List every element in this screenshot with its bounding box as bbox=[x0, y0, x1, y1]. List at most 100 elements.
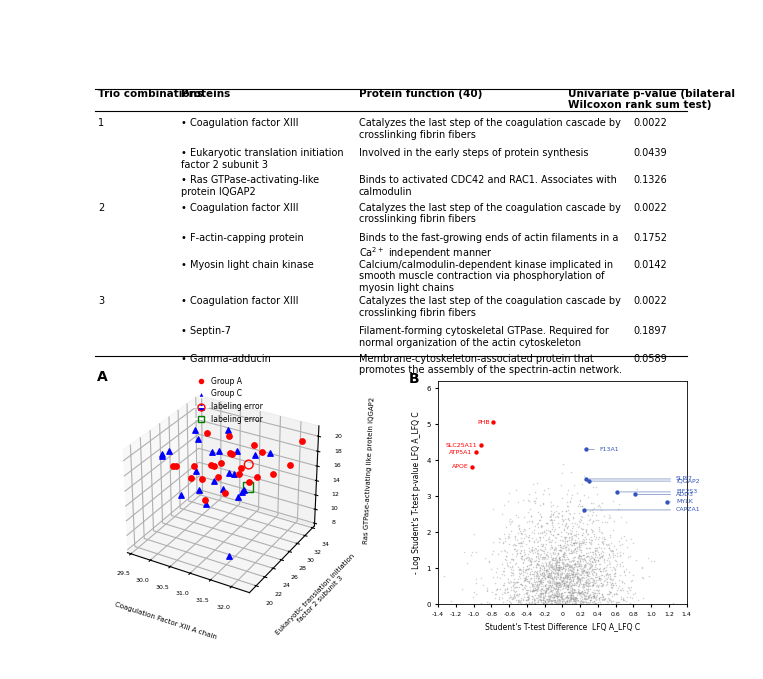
Point bbox=[556, 541, 568, 552]
Point bbox=[561, 568, 573, 579]
Point bbox=[578, 571, 590, 582]
Point bbox=[542, 571, 554, 582]
Point bbox=[539, 573, 551, 584]
Point bbox=[565, 595, 577, 606]
Point bbox=[562, 593, 574, 604]
Point bbox=[590, 555, 602, 566]
Point bbox=[548, 526, 560, 536]
Point bbox=[582, 492, 594, 502]
Point bbox=[573, 589, 585, 600]
Point bbox=[555, 577, 568, 588]
Point bbox=[565, 560, 577, 571]
Point bbox=[555, 589, 567, 600]
Point bbox=[557, 516, 569, 527]
Point bbox=[609, 555, 621, 566]
Point bbox=[543, 571, 555, 582]
Point bbox=[557, 594, 569, 605]
Point bbox=[487, 536, 499, 547]
Point bbox=[563, 547, 575, 558]
Point bbox=[587, 580, 599, 591]
Point bbox=[551, 591, 563, 602]
Point bbox=[591, 581, 604, 592]
Point bbox=[539, 583, 552, 593]
Point bbox=[550, 562, 562, 573]
Point bbox=[517, 528, 529, 539]
Point bbox=[558, 573, 570, 584]
Point bbox=[577, 555, 589, 566]
Point bbox=[626, 538, 639, 549]
Point bbox=[562, 587, 574, 598]
Point bbox=[636, 572, 648, 583]
Point bbox=[568, 585, 580, 595]
Point bbox=[533, 548, 545, 559]
Point bbox=[534, 528, 546, 538]
Point bbox=[583, 591, 595, 602]
Point bbox=[603, 595, 615, 606]
Point bbox=[513, 564, 525, 575]
Point bbox=[518, 547, 530, 557]
Point bbox=[575, 522, 587, 533]
Point bbox=[596, 590, 608, 601]
Point bbox=[512, 594, 524, 605]
Point bbox=[613, 498, 625, 509]
Point bbox=[583, 574, 595, 585]
Point bbox=[469, 574, 481, 585]
Point bbox=[593, 526, 605, 536]
Point bbox=[512, 528, 524, 538]
Point bbox=[562, 587, 575, 598]
Point bbox=[565, 532, 577, 543]
X-axis label: Student's T-test Difference  LFQ A_LFQ C: Student's T-test Difference LFQ A_LFQ C bbox=[485, 623, 640, 631]
Point bbox=[615, 591, 627, 602]
Point bbox=[535, 595, 547, 606]
Point bbox=[536, 578, 548, 589]
Point bbox=[501, 584, 513, 595]
Point bbox=[540, 583, 552, 593]
Point bbox=[483, 556, 495, 567]
Point bbox=[536, 527, 548, 538]
Point bbox=[541, 517, 553, 528]
Point bbox=[545, 582, 557, 593]
Point bbox=[583, 534, 595, 545]
Point bbox=[552, 561, 565, 572]
Point bbox=[498, 499, 510, 510]
Point bbox=[513, 579, 526, 589]
Point bbox=[469, 447, 481, 458]
Point bbox=[513, 568, 526, 579]
Point bbox=[540, 585, 552, 596]
Point bbox=[498, 545, 510, 555]
Point bbox=[618, 566, 630, 577]
Point bbox=[572, 595, 584, 606]
Point bbox=[525, 556, 537, 567]
Point bbox=[578, 517, 590, 528]
Point bbox=[552, 594, 565, 605]
Point bbox=[536, 554, 549, 565]
Point bbox=[517, 595, 530, 606]
Point bbox=[575, 569, 588, 580]
Point bbox=[507, 538, 520, 549]
Point bbox=[571, 587, 583, 598]
Point bbox=[575, 589, 587, 600]
Point bbox=[545, 582, 557, 593]
Point bbox=[552, 507, 564, 518]
Point bbox=[574, 593, 586, 604]
Point bbox=[589, 564, 601, 574]
Point bbox=[563, 585, 575, 595]
Point bbox=[553, 554, 565, 565]
Point bbox=[551, 562, 563, 572]
Point bbox=[469, 589, 481, 600]
Point bbox=[552, 598, 565, 609]
Point bbox=[548, 578, 560, 589]
Point bbox=[590, 481, 602, 492]
Point bbox=[611, 588, 623, 599]
Point bbox=[550, 597, 562, 608]
Point bbox=[591, 559, 603, 570]
Point bbox=[523, 562, 536, 573]
Point bbox=[524, 585, 536, 596]
Point bbox=[516, 554, 528, 565]
Point bbox=[539, 597, 552, 608]
Point bbox=[488, 578, 501, 589]
Point bbox=[598, 555, 610, 566]
Point bbox=[604, 587, 616, 598]
Text: • Ras GTPase-activating-like
protein IQGAP2: • Ras GTPase-activating-like protein IQG… bbox=[181, 175, 319, 197]
Point bbox=[554, 562, 566, 572]
